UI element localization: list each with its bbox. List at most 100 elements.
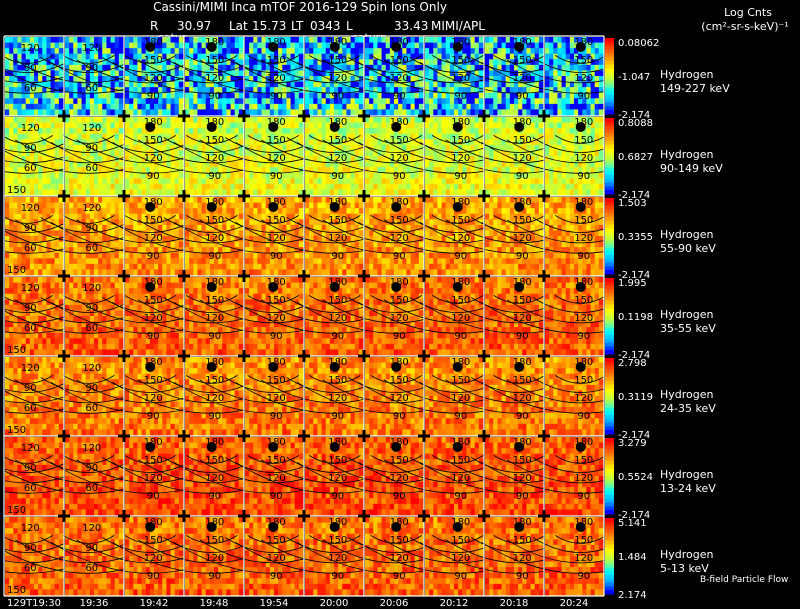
heat-cell xyxy=(158,42,163,49)
heat-cell xyxy=(342,178,348,185)
heat-cell xyxy=(89,133,95,140)
heat-cell xyxy=(458,178,463,185)
heat-cell xyxy=(226,117,232,124)
heat-cell xyxy=(377,103,383,111)
heat-cell xyxy=(385,172,391,179)
heat-cell xyxy=(154,53,159,60)
heat-cell xyxy=(209,224,215,232)
heat-cell xyxy=(193,103,199,111)
heat-cell xyxy=(485,109,490,116)
heat-cell xyxy=(321,183,327,191)
heat-cell xyxy=(5,183,10,191)
heat-cell xyxy=(574,87,579,94)
heat-cell xyxy=(154,247,159,254)
heat-cell xyxy=(85,133,91,140)
heat-cell xyxy=(466,92,472,99)
heat-cell xyxy=(449,133,455,140)
heat-cell xyxy=(466,150,472,157)
heat-cell xyxy=(574,117,579,124)
heat-cell xyxy=(505,53,511,60)
heat-cell xyxy=(133,236,139,243)
heat-cell xyxy=(170,64,176,72)
heat-cell xyxy=(9,208,14,215)
heat-cell xyxy=(290,189,296,196)
heat-cell xyxy=(170,263,176,271)
heat-cell xyxy=(106,172,112,179)
heat-cell xyxy=(238,183,244,191)
heat-cell xyxy=(282,76,288,83)
heat-cell xyxy=(449,139,455,146)
heat-cell xyxy=(509,150,515,157)
heat-cell xyxy=(346,178,352,185)
heat-cell xyxy=(65,241,70,248)
heat-cell xyxy=(398,70,403,77)
heat-cell xyxy=(137,109,143,116)
heat-cell xyxy=(226,178,232,185)
heat-cell xyxy=(437,37,443,44)
heat-cell xyxy=(497,150,503,157)
heat-cell xyxy=(565,178,571,185)
heat-cell xyxy=(329,167,335,174)
heat-cell xyxy=(29,144,35,152)
heat-cell xyxy=(21,37,27,44)
heat-cell xyxy=(69,103,74,111)
heat-cell xyxy=(69,64,74,72)
heat-cell xyxy=(58,133,64,140)
heat-cell xyxy=(441,81,447,88)
heat-cell xyxy=(98,42,103,49)
heat-cell xyxy=(197,76,203,83)
heat-cell xyxy=(565,103,571,111)
heat-cell xyxy=(358,139,364,146)
heat-cell xyxy=(149,183,155,191)
heat-cell xyxy=(201,189,207,196)
heat-cell xyxy=(594,122,600,129)
heat-cell xyxy=(158,230,163,237)
heat-cell xyxy=(189,117,194,124)
heat-cell xyxy=(497,42,503,49)
heat-cell xyxy=(358,59,364,66)
heat-cell xyxy=(201,263,207,271)
heat-cell xyxy=(269,161,275,168)
heat-cell xyxy=(205,103,211,111)
heat-cell xyxy=(129,241,134,248)
heat-cell xyxy=(145,109,151,116)
heat-cell xyxy=(493,109,499,116)
heat-cell xyxy=(377,128,383,135)
heat-cell xyxy=(493,183,499,191)
heat-cell xyxy=(189,122,194,129)
heat-cell xyxy=(321,172,327,179)
heat-cell xyxy=(590,117,596,124)
heat-cell xyxy=(538,87,544,94)
heat-cell xyxy=(5,53,10,60)
heat-cell xyxy=(478,117,484,124)
heat-cell xyxy=(58,208,64,215)
heat-cell xyxy=(474,76,480,83)
heat-cell xyxy=(178,202,184,209)
heat-cell xyxy=(582,128,588,135)
heat-cell xyxy=(13,208,19,215)
heat-cell xyxy=(69,139,74,146)
heat-cell xyxy=(582,92,588,99)
heat-cell xyxy=(205,241,211,248)
heat-cell xyxy=(98,87,103,94)
heat-cell xyxy=(205,144,211,152)
heat-cell xyxy=(249,263,254,271)
heat-cell xyxy=(205,70,211,77)
heat-cell xyxy=(102,53,108,60)
heat-cell xyxy=(34,64,39,72)
heat-cell xyxy=(189,161,194,168)
heat-cell xyxy=(433,172,439,179)
heat-cell xyxy=(458,156,463,163)
heat-cell xyxy=(185,172,190,179)
lt-label: LT xyxy=(291,19,304,33)
heat-cell xyxy=(317,150,323,157)
heat-cell xyxy=(557,53,563,60)
heat-cell xyxy=(594,156,600,163)
heat-cell xyxy=(261,42,267,49)
heat-cell xyxy=(261,128,267,135)
heat-cell xyxy=(197,247,203,254)
heat-cell xyxy=(522,92,528,99)
heat-cell xyxy=(98,213,103,220)
heat-cell xyxy=(230,139,236,146)
